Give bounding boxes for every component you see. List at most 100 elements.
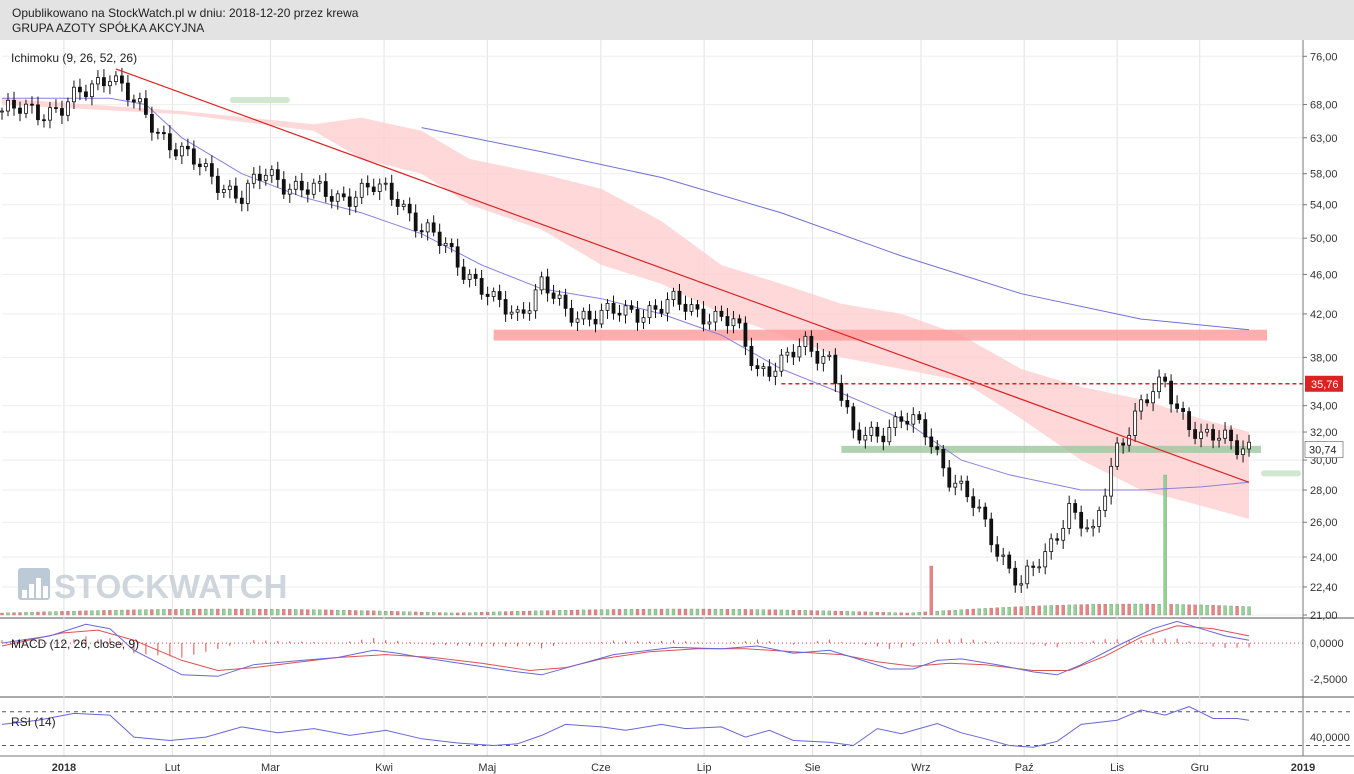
candle-body <box>683 303 688 312</box>
candle-body <box>1031 565 1036 568</box>
candle-body <box>155 131 160 134</box>
candle-body <box>1025 565 1030 585</box>
trendline <box>115 68 1250 483</box>
candle-body <box>1091 526 1096 529</box>
y-tick-label: 22,40 <box>1310 582 1338 594</box>
candle-body <box>1103 495 1108 511</box>
candle-body <box>797 346 802 358</box>
candle-body <box>6 99 10 112</box>
support-marker-label: 30,74 <box>1309 444 1337 456</box>
volume-bar <box>438 612 442 616</box>
volume-bar <box>228 608 232 616</box>
candle-body <box>1247 441 1251 450</box>
volume-bar <box>725 609 730 616</box>
volume-bar <box>617 609 622 616</box>
candle-body <box>1037 566 1042 569</box>
candle-body <box>1145 399 1150 404</box>
volume-bar <box>330 609 334 616</box>
volume-bar <box>1163 474 1167 616</box>
candle-body <box>371 186 376 192</box>
candle-body <box>743 322 748 347</box>
volume-bar <box>348 610 352 616</box>
volume-bar <box>1025 606 1029 616</box>
volume-bar <box>959 609 963 616</box>
volume-bar <box>665 608 670 616</box>
volume-bar <box>593 609 598 616</box>
x-tick-label: 2019 <box>1291 762 1315 774</box>
volume-bar <box>533 610 538 616</box>
candle-body <box>407 203 412 214</box>
volume-bar <box>965 609 969 616</box>
candle-body <box>90 83 94 98</box>
volume-bar <box>162 609 166 616</box>
volume-bar <box>42 611 46 616</box>
volume-bar <box>923 611 927 616</box>
candle-body <box>209 163 214 177</box>
volume-bar <box>695 608 700 616</box>
volume-bar <box>1217 605 1221 616</box>
volume-bar <box>995 607 999 616</box>
macd-title: MACD (12, 26, close, 9) <box>11 637 139 651</box>
volume-bar <box>881 612 885 616</box>
volume-bar <box>264 608 268 616</box>
volume-bar <box>785 609 790 616</box>
volume-bar <box>360 610 364 616</box>
candle-body <box>863 434 868 441</box>
volume-bar <box>252 608 256 616</box>
candle-body <box>563 294 568 309</box>
volume-bar <box>515 611 520 616</box>
candle-body <box>491 291 496 297</box>
published-info: Opublikowano na StockWatch.pl w dniu: 20… <box>12 6 359 20</box>
volume-bar <box>467 612 472 616</box>
volume-bar <box>384 611 388 616</box>
candle-body <box>1067 503 1072 529</box>
candle-body <box>605 302 610 311</box>
candle-body <box>1055 538 1060 541</box>
candle-body <box>96 77 100 85</box>
volume-bar <box>114 610 118 616</box>
watermark-bar-icon <box>22 590 27 598</box>
volume-bar <box>1211 605 1215 616</box>
cloud-bullish-fragment <box>229 96 290 103</box>
volume-bar <box>1007 607 1011 616</box>
volume-bar <box>677 608 682 616</box>
candle-body <box>953 482 958 488</box>
candle-body <box>1199 431 1203 439</box>
volume-bar <box>60 611 64 616</box>
volume-bar <box>1205 604 1209 616</box>
volume-bar <box>180 609 184 616</box>
volume-bar <box>767 609 772 616</box>
candle-body <box>347 196 352 207</box>
y-tick-label: 26,00 <box>1310 517 1338 529</box>
stock-chart-canvas: STOCKWATCH 2018 Lut Mar Kwi Maj Cze Lip Sie Wrz P… <box>0 40 1354 774</box>
ichimoku-title: Ichimoku (9, 26, 52, 26) <box>11 51 137 65</box>
candle-body <box>473 273 478 279</box>
volume-bar <box>1247 606 1251 616</box>
y-tick-label: 38,00 <box>1310 352 1338 364</box>
volume-bar <box>414 611 418 616</box>
candle-body <box>239 197 244 204</box>
volume-bar <box>132 609 136 616</box>
candle-body <box>503 299 508 315</box>
candle-body <box>479 278 484 295</box>
candle-body <box>1001 554 1006 557</box>
candle-body <box>509 311 514 315</box>
volume-bar <box>641 608 646 616</box>
candle-body <box>1241 448 1245 456</box>
volume-bar <box>126 609 130 616</box>
volume-bar <box>791 610 796 616</box>
candle-body <box>641 317 646 323</box>
volume-bar <box>72 610 76 616</box>
candle-body <box>293 180 298 190</box>
candle-body <box>114 75 118 82</box>
volume-bar <box>168 609 172 616</box>
volume-bar <box>246 608 250 616</box>
volume-bar <box>509 611 514 616</box>
volume-bar <box>701 608 706 616</box>
volume-bar <box>84 610 88 616</box>
candle-body <box>659 308 664 314</box>
candle-body <box>515 309 520 313</box>
candle-body <box>323 181 328 197</box>
volume-bar <box>336 609 340 616</box>
candle-body <box>108 81 112 87</box>
